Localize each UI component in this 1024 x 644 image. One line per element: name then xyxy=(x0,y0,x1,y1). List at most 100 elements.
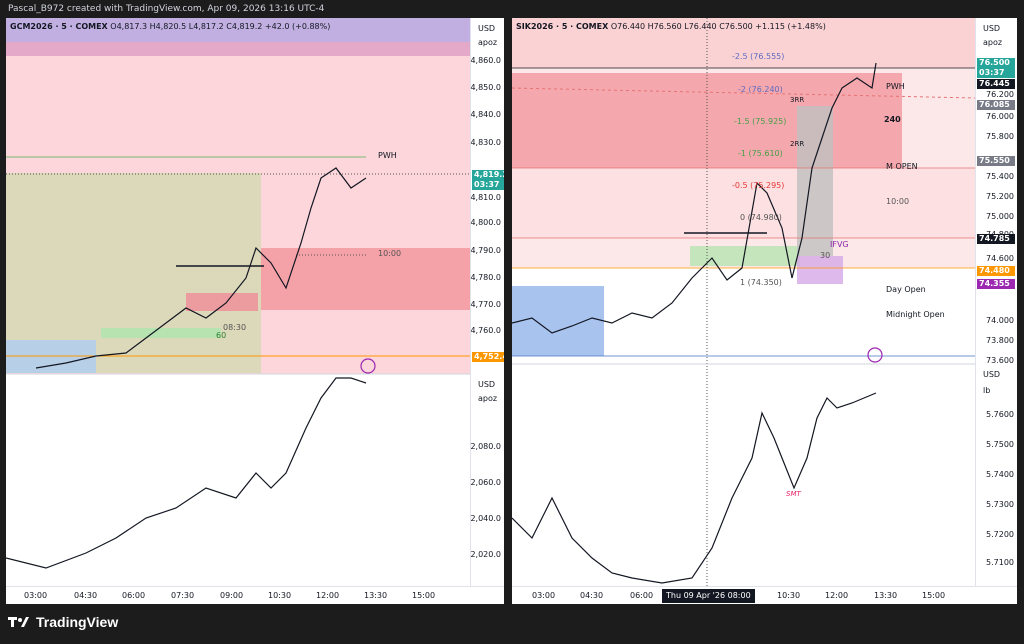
right-currency-label: USD xyxy=(983,24,1001,33)
fib-label: -2.5 (76.555) xyxy=(732,52,785,61)
lightning-icon xyxy=(867,347,883,363)
fib-label: -1 (75.610) xyxy=(738,149,783,158)
right-tick: 75.400 xyxy=(986,172,1014,181)
right-time-label: 06:00 xyxy=(630,591,654,600)
left-time-label: 09:00 xyxy=(220,591,244,600)
right-lower-tick: 5.7400 xyxy=(986,470,1014,479)
right-tag-5: 74.480 xyxy=(977,266,1015,276)
right-time-label: 03:00 xyxy=(532,591,556,600)
right-time-label: 15:00 xyxy=(922,591,946,600)
right-scale-mode[interactable]: apoz xyxy=(983,38,1003,47)
right-time-label: 12:00 xyxy=(825,591,849,600)
left-currency-label: USD xyxy=(478,24,496,33)
right-tag-4: 74.785 xyxy=(977,234,1015,244)
right-ten-label: 10:00 xyxy=(886,197,910,206)
left-time-axis[interactable]: 03:00 04:30 06:00 07:30 09:00 10:30 12:0… xyxy=(6,586,504,604)
chart-header-text: Pascal_B972 created with TradingView.com… xyxy=(8,4,325,14)
right-lower-tick: 5.7300 xyxy=(986,500,1014,509)
right-mopen-label: M OPEN xyxy=(886,162,918,171)
right-tick: 75.200 xyxy=(986,192,1014,201)
right-tick: 75.000 xyxy=(986,212,1014,221)
left-tick: 4,850.0 xyxy=(470,83,501,92)
left-lower-tick: 2,080.0 xyxy=(470,442,501,451)
right-lower-tick: 5.7500 xyxy=(986,440,1014,449)
left-lower-scale-mode[interactable]: apoz xyxy=(478,394,498,403)
right-tick: 75.800 xyxy=(986,132,1014,141)
tradingview-footer: TradingView xyxy=(8,614,118,630)
ifvg-label: IFVG xyxy=(830,240,849,249)
right-time-label: 10:30 xyxy=(777,591,801,600)
right-lower-unit: lb xyxy=(983,386,991,395)
left-tick: 4,830.0 xyxy=(470,138,501,147)
left-time-label: 07:30 xyxy=(171,591,195,600)
right-price-axis[interactable]: USD apoz 76.200 76.000 75.800 75.400 75.… xyxy=(975,18,1017,586)
left-scale-mode[interactable]: apoz xyxy=(478,38,498,47)
right-time-label: 13:30 xyxy=(874,591,898,600)
left-chart-panel[interactable]: GCM2026 · 5 · COMEX O4,817.3 H4,820.5 L4… xyxy=(6,18,504,604)
crosshair-time-badge: Thu 09 Apr '26 08:00 xyxy=(662,589,755,603)
left-tick: 4,770.0 xyxy=(470,300,501,309)
right-tag-6: 74.355 xyxy=(977,279,1015,289)
gold-chart-canvas[interactable] xyxy=(6,18,470,586)
left-tick: 4,800.0 xyxy=(470,218,501,227)
right-tick: 74.600 xyxy=(986,254,1014,263)
right-lower-tick: 5.7100 xyxy=(986,558,1014,567)
right-ohlc: O76.440 H76.560 L76.440 C76.500 +1.115 (… xyxy=(610,22,826,31)
right-lower-currency: USD xyxy=(983,370,1001,379)
right-last-price-tag: 76.500 xyxy=(977,58,1015,68)
right-30-label: 30 xyxy=(820,251,831,260)
lightning-icon xyxy=(360,358,376,374)
right-time-label: 04:30 xyxy=(580,591,604,600)
left-time-label: 13:30 xyxy=(364,591,388,600)
left-ten-label: 10:00 xyxy=(378,249,402,258)
right-lower-tick: 5.7200 xyxy=(986,530,1014,539)
left-tick: 4,840.0 xyxy=(470,110,501,119)
left-tick: 4,780.0 xyxy=(470,273,501,282)
left-60-label: 60 xyxy=(216,331,227,340)
right-tag-3: 75.550 xyxy=(977,156,1015,166)
rr3-label: 3RR xyxy=(790,96,805,104)
right-symbol-info[interactable]: SIK2026 · 5 · COMEX O76.440 H76.560 L76.… xyxy=(516,22,826,31)
right-time-axis[interactable]: 03:00 04:30 06:00 10:30 12:00 13:30 15:0… xyxy=(512,586,1017,604)
right-tick: 76.200 xyxy=(986,90,1014,99)
fib-label: 0 (74.980) xyxy=(740,213,782,222)
left-ohlc: O4,817.3 H4,820.5 L4,817.2 C4,819.2 +42.… xyxy=(110,22,331,31)
fib-label: -1.5 (75.925) xyxy=(734,117,787,126)
left-tick: 4,760.0 xyxy=(470,326,501,335)
left-price-axis[interactable]: USD apoz 4,860.0 4,850.0 4,840.0 4,830.0… xyxy=(470,18,504,586)
left-lower-tick: 2,020.0 xyxy=(470,550,501,559)
tradingview-logo-icon xyxy=(8,617,29,627)
silver-chart-canvas[interactable] xyxy=(512,18,975,586)
left-time-label: 15:00 xyxy=(412,591,436,600)
left-tick: 4,860.0 xyxy=(470,56,501,65)
left-tick: 4,810.0 xyxy=(470,193,501,202)
right-chart-panel[interactable]: SIK2026 · 5 · COMEX O76.440 H76.560 L76.… xyxy=(512,18,1017,604)
right-tag-2: 76.085 xyxy=(977,100,1015,110)
left-lower-tick: 2,060.0 xyxy=(470,478,501,487)
fib-label: -0.5 (75.295) xyxy=(732,181,785,190)
fib-label: -2 (76.240) xyxy=(738,85,783,94)
fib-label: 1 (74.350) xyxy=(740,278,782,287)
right-tick: 76.000 xyxy=(986,112,1014,121)
left-time-label: 04:30 xyxy=(74,591,98,600)
left-timer-tag: 03:37 xyxy=(472,180,504,190)
left-pwh-label: PWH xyxy=(378,151,397,160)
right-tick: 74.000 xyxy=(986,316,1014,325)
day-open-label: Day Open xyxy=(886,285,926,294)
rr2-label: 2RR xyxy=(790,140,805,148)
right-240-label: 240 xyxy=(884,115,901,124)
right-pwh-label: PWH xyxy=(886,82,905,91)
left-tick: 4,790.0 xyxy=(470,246,501,255)
smt-label: SMT xyxy=(786,490,801,498)
left-lower-tick: 2,040.0 xyxy=(470,514,501,523)
left-level-tag: 4,752.4 xyxy=(472,352,504,362)
left-symbol[interactable]: GCM2026 · 5 · COMEX xyxy=(10,22,108,31)
left-last-price-tag: 4,819.2 xyxy=(472,170,504,180)
right-tag-1: 76.445 xyxy=(977,79,1015,89)
midnight-open-label: Midnight Open xyxy=(886,310,945,319)
left-symbol-info[interactable]: GCM2026 · 5 · COMEX O4,817.3 H4,820.5 L4… xyxy=(10,22,330,31)
right-symbol[interactable]: SIK2026 · 5 · COMEX xyxy=(516,22,609,31)
left-830-label: 08:30 xyxy=(223,323,247,332)
right-tick: 73.600 xyxy=(986,356,1014,365)
left-time-label: 10:30 xyxy=(268,591,292,600)
